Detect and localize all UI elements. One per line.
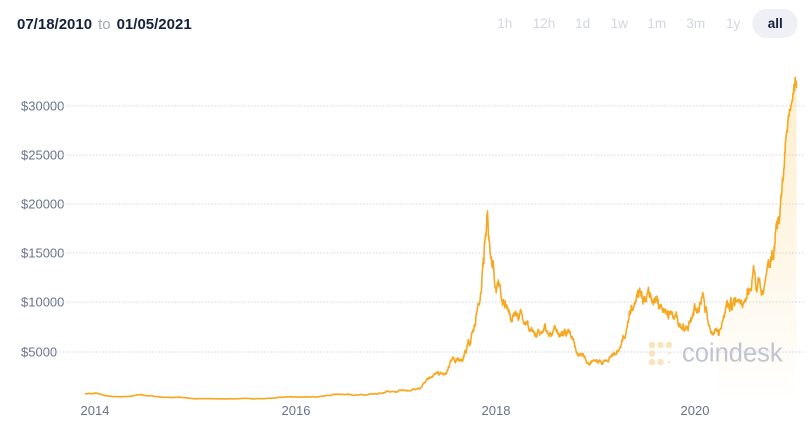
svg-text:coindesk: coindesk — [682, 341, 783, 368]
